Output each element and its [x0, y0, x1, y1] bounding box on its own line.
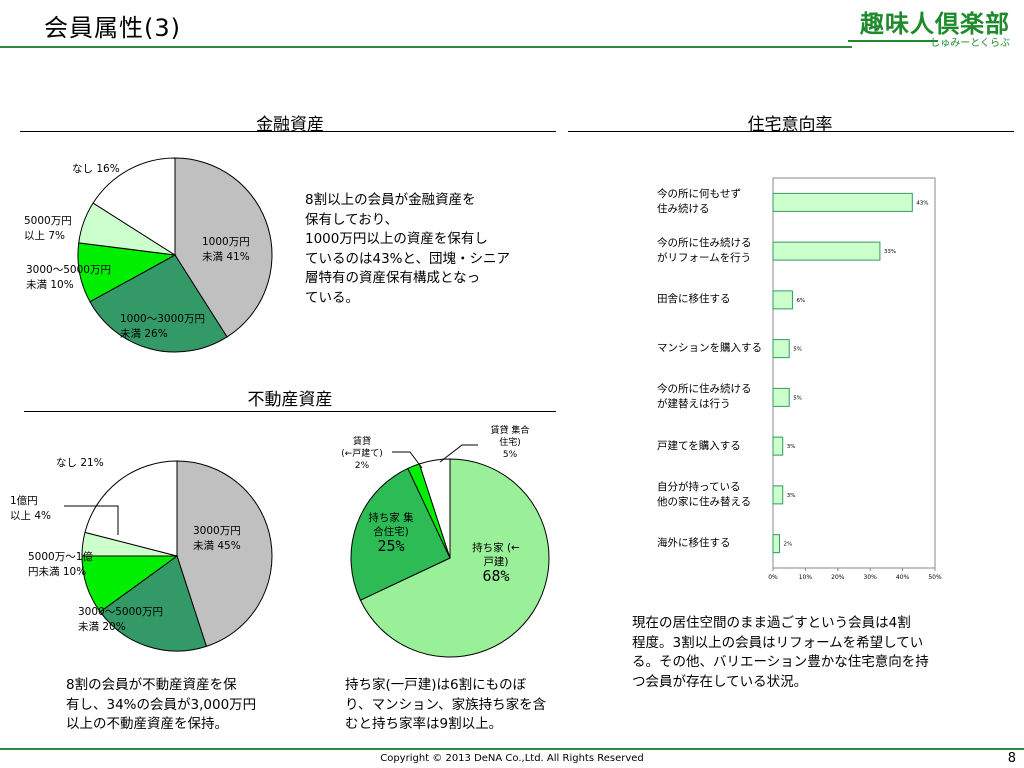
housing-intent-note: 現在の居住空間のまま過ごすという会員は4割 程度。3割以上の会員はリフォームを希…	[632, 614, 1002, 692]
bar-value-label: 33%	[884, 249, 896, 255]
bar-category-label: 自分が持っている 他の家に住み替える	[657, 480, 752, 508]
bar-category-label: 戸建てを購入する	[657, 439, 741, 452]
bar-value-label: 3%	[787, 493, 796, 499]
x-tick-label: 20%	[831, 574, 845, 581]
pie-label: なし 21%	[56, 457, 104, 469]
footer-divider	[0, 748, 1024, 750]
pie-label: 5000万～1億 円未満 10%	[28, 551, 93, 578]
bar-value-label: 5%	[793, 347, 802, 353]
pie-slice	[84, 460, 178, 557]
bar-category-label: 今の所に何もせず 住み続ける	[657, 188, 741, 216]
housing-type-note: 持ち家(一戸建)は6割にものぼ り、マンション、家族持ち家を含 むと持ち家率は9…	[345, 676, 575, 735]
pie-label: 持ち家 集合住宅) 25%	[368, 512, 414, 555]
pie-label: 賃貸 (←戸建て) 2%	[341, 437, 383, 471]
bar-category-label: 海外に移住する	[657, 537, 731, 550]
brand-logo: 趣味人倶楽部 しゅみーとくらぶ	[845, 4, 1010, 49]
pie-label: 1000～3000万円 未満 26%	[120, 313, 205, 340]
bar	[772, 192, 913, 212]
financial-section-title: 金融資産	[256, 115, 324, 135]
realestate-note: 8割の会員が不動産資産を保 有し、34%の会員が3,000万円 以上の不動産資産…	[66, 676, 296, 735]
copyright-text: Copyright © 2013 DeNA Co.,Ltd. All Right…	[380, 753, 644, 764]
realestate-section-title: 不動産資産	[247, 390, 333, 410]
note-line: る。その他、バリエーション豊かな住宅意向を持	[632, 654, 929, 670]
pie-label: 1000万円 未満 41%	[202, 236, 250, 263]
x-tick-label: 0%	[768, 574, 778, 581]
logo-text: 趣味人倶楽部	[860, 10, 1010, 38]
financial-section-rule	[20, 131, 556, 132]
note-line: つ会員が存在している状況。	[632, 673, 808, 690]
pie-slice	[89, 254, 228, 353]
pie-label: 3000～5000万円 未満 10%	[26, 264, 111, 291]
note-line: 保有しており、	[305, 211, 399, 228]
logo-underline	[848, 40, 938, 42]
financial-note: 8割以上の会員が金融資産を 保有しており、 1000万円以上の資産を保有し てい…	[305, 191, 545, 308]
bar-value-label: 5%	[793, 395, 802, 401]
note-line: ているのは43%と、団塊・シニア	[305, 250, 510, 267]
bar-category-label: 田舎に移住する	[657, 293, 731, 306]
logo-subtext: しゅみーとくらぶ	[930, 38, 1010, 49]
bar	[772, 339, 790, 359]
title-divider	[0, 46, 852, 48]
note-line: 以上の不動産資産を保持。	[66, 716, 228, 732]
pie-label: なし 16%	[72, 163, 120, 175]
bar	[772, 436, 784, 456]
pie-label: 5000万円 以上 7%	[24, 215, 72, 242]
bar	[772, 534, 780, 554]
note-line: ている。	[305, 289, 359, 306]
page-number: 8	[1007, 751, 1016, 766]
note-line: 層特有の資産保有構成となっ	[305, 270, 481, 286]
pie-slice	[92, 157, 176, 256]
note-line: 8割以上の会員が金融資産を	[305, 192, 476, 208]
housing-section-title: 住宅意向率	[747, 115, 833, 135]
note-line: り、マンション、家族持ち家を含	[345, 696, 547, 713]
plot-frame	[772, 177, 936, 569]
bar-category-label: 今の所に住み続ける が建替えは行う	[657, 383, 752, 411]
pie-label: 賃貸 集合 住宅) 5%	[490, 426, 530, 460]
pie-slice	[359, 458, 550, 658]
pie-slice	[174, 157, 273, 338]
x-tick-label: 10%	[799, 574, 813, 581]
leader-line	[392, 451, 423, 469]
leader-line	[64, 505, 119, 535]
bar	[772, 387, 790, 407]
bar	[772, 241, 881, 261]
page-title: 会員属性(3)	[44, 14, 181, 42]
note-line: 持ち家(一戸建)は6割にものぼ	[345, 677, 527, 693]
bar-category-label: マンションを購入する	[657, 342, 762, 355]
pie-label: 持ち家 (← 戸建) 68%	[472, 542, 520, 585]
x-tick-label: 50%	[928, 574, 942, 581]
pie-slice	[176, 460, 273, 647]
bar-category-label: 今の所に住み続ける がリフォームを行う	[657, 237, 752, 265]
realestate-section-rule	[24, 411, 556, 412]
bar-value-label: 43%	[916, 200, 928, 206]
note-line: 程度。3割以上の会員はリフォームを希望してい	[632, 634, 924, 651]
bar-value-label: 6%	[796, 298, 805, 304]
x-tick-label: 40%	[896, 574, 910, 581]
note-line: 1000万円以上の資産を保有し	[305, 231, 488, 247]
note-line: 有し、34%の会員が3,000万円	[66, 696, 257, 713]
bar	[772, 290, 793, 310]
note-line: むと持ち家率は9割以上。	[345, 716, 503, 732]
bar-value-label: 2%	[783, 542, 792, 548]
pie-label: 3000～5000万円 未満 20%	[78, 606, 163, 633]
pie-slice	[99, 555, 207, 652]
leader-line	[439, 444, 478, 463]
pie-label: 1億円 以上 4%	[10, 495, 51, 522]
note-line: 現在の居住空間のまま過ごすという会員は4割	[632, 615, 911, 631]
housing-section-rule	[568, 131, 1014, 132]
pie-label: 3000万円 未満 45%	[193, 525, 241, 552]
pie-slice	[350, 467, 451, 601]
bar-value-label: 3%	[787, 444, 796, 450]
x-tick-label: 30%	[864, 574, 878, 581]
bar	[772, 485, 784, 505]
note-line: 8割の会員が不動産資産を保	[66, 677, 237, 693]
